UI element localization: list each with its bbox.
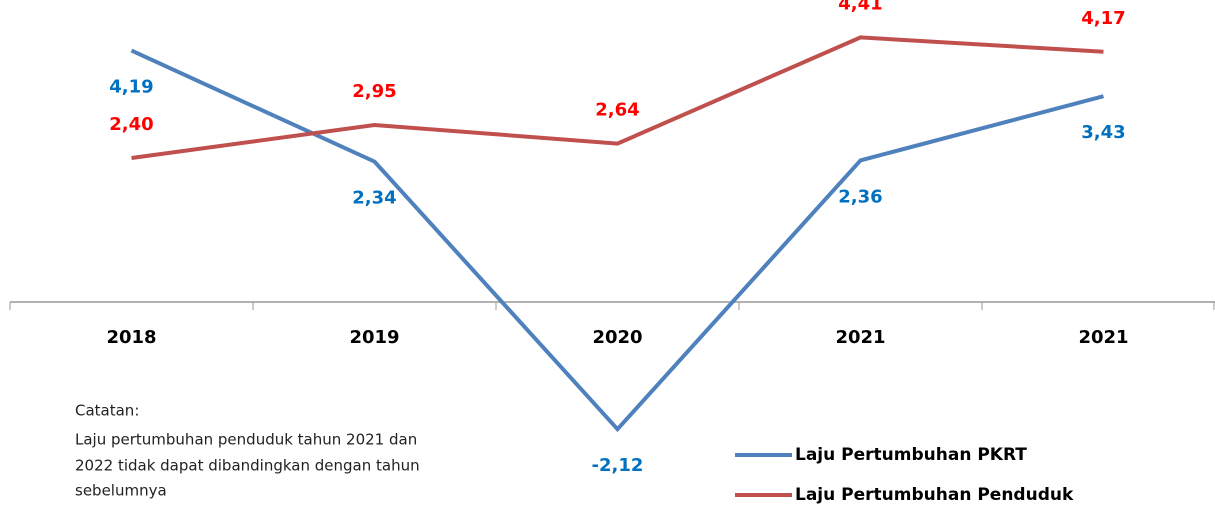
data-label: -2,12 [592, 455, 644, 476]
x-tick-label: 2021 [835, 327, 885, 348]
x-tick-label: 2020 [592, 327, 642, 348]
data-label: 3,43 [1081, 122, 1125, 143]
annotation: Laju pertumbuhan penduduk tahun 2021 dan [75, 431, 417, 449]
x-tick-label: 2019 [349, 327, 399, 348]
data-label: 4,19 [109, 77, 153, 98]
annotation: sebelumnya [75, 482, 167, 500]
data-label: 4,41 [838, 0, 882, 14]
legend-label: Laju Pertumbuhan Penduduk [795, 485, 1074, 505]
data-label: 2,34 [352, 188, 396, 209]
x-tick-label: 2021 [1078, 327, 1128, 348]
data-label: 2,64 [595, 100, 639, 121]
annotation: Catatan: [75, 402, 139, 420]
data-label: 2,36 [838, 186, 882, 207]
data-label: 2,40 [109, 114, 153, 135]
line [130, 48, 1105, 433]
annotation: 2022 tidak dapat dibandingkan dengan tah… [75, 457, 420, 475]
legend-label: Laju Pertumbuhan PKRT [795, 445, 1027, 465]
x-tick-label: 2018 [106, 327, 156, 348]
data-label: 2,95 [352, 81, 396, 102]
line [131, 35, 1104, 160]
data-label: 4,17 [1081, 8, 1125, 29]
